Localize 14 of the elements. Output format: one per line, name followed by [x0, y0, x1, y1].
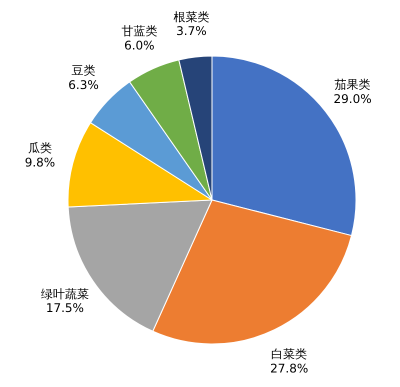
data-label: 17.5%: [46, 301, 84, 316]
data-label: 29.0%: [333, 92, 372, 106]
data-label: 6.3%: [68, 78, 99, 92]
data-label: 27.8%: [270, 361, 308, 376]
slice-label: 豆类: [71, 63, 96, 78]
data-label: 3.7%: [176, 24, 207, 38]
data-label: 6.0%: [124, 38, 155, 53]
slice-label: 茄果类: [334, 77, 371, 92]
slice-label: 瓜类: [28, 141, 52, 156]
slice-label: 白菜类: [271, 346, 308, 361]
slice-label: 甘蓝类: [121, 24, 158, 38]
data-label: 9.8%: [24, 155, 56, 170]
slice-label: 绿叶蔬菜: [40, 286, 89, 301]
slice-label: 根菜类: [173, 10, 210, 24]
